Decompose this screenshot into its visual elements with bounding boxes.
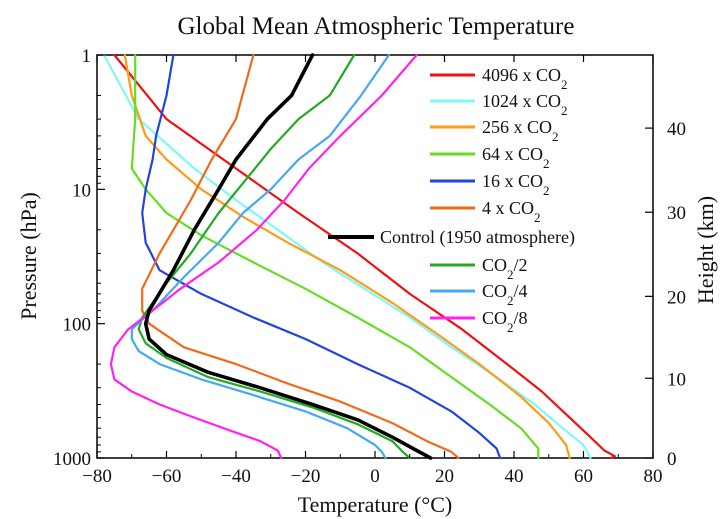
- series-line-3: [130, 53, 540, 460]
- y2-tick-label: 0: [667, 449, 677, 470]
- legend-label-3: 64 x CO2: [482, 144, 550, 171]
- legend-subscript: 2: [561, 77, 568, 92]
- x-tick-label: 80: [644, 466, 663, 487]
- legend-subscript: 2: [543, 156, 550, 171]
- legend-subscript: 2: [507, 267, 514, 282]
- y-tick-label: 1000: [53, 449, 91, 470]
- legend-label-2: 256 x CO2: [482, 117, 559, 144]
- chart-title: Global Mean Atmospheric Temperature: [178, 13, 575, 40]
- series-line-0: [113, 53, 616, 460]
- series-line-8: [130, 53, 390, 460]
- x-tick-label: −20: [291, 466, 321, 487]
- legend-label-4: 16 x CO2: [482, 171, 550, 198]
- legend-subscript: 2: [534, 210, 541, 225]
- y2-axis-label: Height (km): [693, 196, 718, 304]
- series-line-6: [143, 53, 433, 460]
- series-line-7: [137, 53, 411, 460]
- series-line-9: [109, 53, 418, 460]
- legend-suffix: /8: [514, 308, 528, 328]
- y2-tick-label: 10: [667, 369, 686, 390]
- legend-subscript: 2: [507, 293, 514, 308]
- legend-subscript: 2: [507, 320, 514, 335]
- legend-label-6: Control (1950 atmosphere): [380, 227, 575, 248]
- axes-layer: −80 −60 −40 −20 0 20 40 60 80 1 10 100 1000 0 10 20 30 40: [53, 46, 686, 487]
- legend-label-1: 1024 x CO2: [482, 91, 568, 118]
- x-tick-label: −40: [221, 466, 251, 487]
- y-tick-label: 10: [72, 180, 91, 201]
- x-tick-label: 40: [505, 466, 524, 487]
- legend-subscript: 2: [543, 183, 550, 198]
- y2-tick-label: 30: [667, 203, 686, 224]
- y-tick-label: 100: [63, 315, 92, 336]
- x-tick-label: −60: [152, 466, 182, 487]
- x-tick-label: 0: [370, 466, 380, 487]
- y-tick-label: 1: [82, 46, 92, 67]
- legend-subscript: 2: [561, 103, 568, 118]
- legend-label-7: CO2/2: [482, 255, 528, 282]
- legend-label-0: 4096 x CO2: [482, 65, 568, 92]
- legend-label-5: 4 x CO2: [482, 198, 541, 225]
- legend-label-9: CO2/8: [482, 308, 528, 335]
- x-axis-label: Temperature (°C): [298, 492, 452, 517]
- legend-subscript: 2: [552, 129, 559, 144]
- legend-suffix: /2: [514, 255, 528, 275]
- x-tick-label: −80: [82, 466, 112, 487]
- x-tick-label: 20: [435, 466, 454, 487]
- y-axis-label: Pressure (hPa): [16, 192, 41, 320]
- legend-suffix: /4: [514, 281, 528, 301]
- legend-label-8: CO2/4: [482, 281, 528, 308]
- series-line-4: [141, 53, 502, 460]
- series-line-1: [102, 53, 592, 460]
- series-line-5: [141, 53, 460, 460]
- series-line-2: [123, 53, 571, 460]
- x-tick-label: 60: [574, 466, 593, 487]
- y2-tick-label: 20: [667, 287, 686, 308]
- series-layer: [102, 53, 616, 460]
- y2-tick-label: 40: [667, 119, 686, 140]
